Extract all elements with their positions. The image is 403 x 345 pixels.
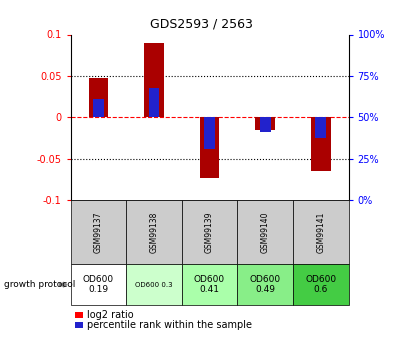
Bar <box>256 117 275 130</box>
Bar <box>144 43 164 117</box>
Text: OD600 0.3: OD600 0.3 <box>135 282 173 288</box>
Text: GDS2593 / 2563: GDS2593 / 2563 <box>150 17 253 30</box>
Bar <box>93 99 104 117</box>
Text: log2 ratio: log2 ratio <box>87 310 133 320</box>
Text: GSM99139: GSM99139 <box>205 211 214 253</box>
Bar <box>200 117 219 178</box>
Text: GSM99141: GSM99141 <box>316 211 325 253</box>
Text: percentile rank within the sample: percentile rank within the sample <box>87 320 251 329</box>
Bar <box>311 117 330 171</box>
Text: OD600
0.49: OD600 0.49 <box>249 275 281 294</box>
Text: GSM99137: GSM99137 <box>94 211 103 253</box>
Bar <box>260 117 270 132</box>
Text: OD600
0.19: OD600 0.19 <box>83 275 114 294</box>
Text: GSM99138: GSM99138 <box>150 211 158 253</box>
Text: OD600
0.6: OD600 0.6 <box>305 275 337 294</box>
Text: OD600
0.41: OD600 0.41 <box>194 275 225 294</box>
Bar <box>89 78 108 117</box>
Text: growth protocol: growth protocol <box>4 280 75 289</box>
Bar <box>204 117 215 149</box>
Text: GSM99140: GSM99140 <box>261 211 270 253</box>
Bar <box>149 88 159 117</box>
Bar <box>316 117 326 138</box>
